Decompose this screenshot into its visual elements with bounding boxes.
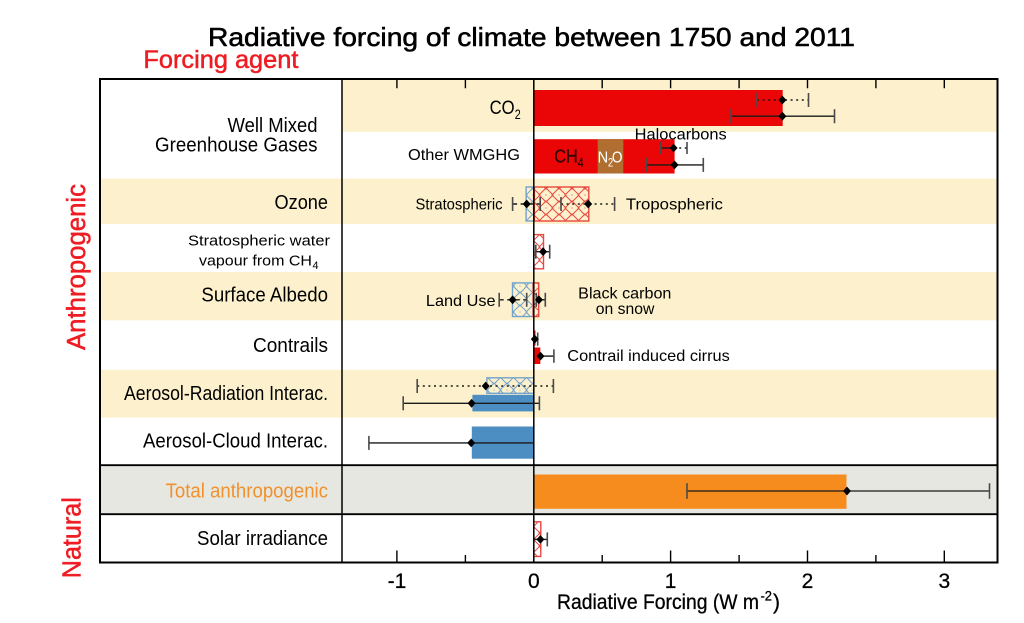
svg-text:Black carbon: Black carbon bbox=[578, 286, 671, 303]
svg-text:Stratospheric water: Stratospheric water bbox=[188, 232, 330, 249]
svg-text:CO: CO bbox=[490, 98, 515, 119]
svg-text:Forcing agent: Forcing agent bbox=[143, 46, 298, 74]
svg-text:Radiative Forcing (W m: Radiative Forcing (W m bbox=[557, 591, 759, 614]
svg-text:1: 1 bbox=[665, 570, 677, 593]
svg-text:N: N bbox=[598, 149, 609, 166]
svg-text:Halocarbons: Halocarbons bbox=[635, 127, 727, 144]
svg-text:0: 0 bbox=[528, 570, 540, 593]
svg-text:Stratospheric: Stratospheric bbox=[416, 197, 503, 214]
svg-text:4: 4 bbox=[313, 260, 319, 272]
svg-text:Aerosol-Radiation Interac.: Aerosol-Radiation Interac. bbox=[124, 383, 328, 405]
svg-text:Anthropogenic: Anthropogenic bbox=[63, 184, 91, 350]
svg-text:Solar irradiance: Solar irradiance bbox=[197, 528, 328, 550]
svg-text:Other WMGHG: Other WMGHG bbox=[408, 147, 520, 164]
svg-text:Contrail induced cirrus: Contrail induced cirrus bbox=[567, 348, 730, 365]
svg-text:vapour from CH: vapour from CH bbox=[199, 252, 312, 269]
svg-text:Greenhouse Gases: Greenhouse Gases bbox=[155, 135, 318, 157]
svg-text:2: 2 bbox=[515, 107, 521, 122]
svg-text:Aerosol-Cloud Interac.: Aerosol-Cloud Interac. bbox=[143, 431, 328, 453]
svg-text:Tropospheric: Tropospheric bbox=[626, 197, 723, 214]
svg-text:Surface Albedo: Surface Albedo bbox=[201, 285, 328, 307]
svg-text:Land Use: Land Use bbox=[426, 293, 496, 310]
svg-text:3: 3 bbox=[939, 570, 951, 593]
svg-text:-2: -2 bbox=[761, 589, 773, 604]
svg-text:on snow: on snow bbox=[596, 301, 655, 318]
svg-text:-1: -1 bbox=[388, 570, 407, 593]
svg-text:2: 2 bbox=[608, 157, 613, 169]
svg-text:Radiative forcing of climate b: Radiative forcing of climate between 175… bbox=[208, 22, 855, 52]
svg-text:Contrails: Contrails bbox=[253, 335, 328, 357]
svg-text:Well Mixed: Well Mixed bbox=[228, 115, 318, 137]
svg-text:Ozone: Ozone bbox=[275, 192, 329, 214]
svg-text:O: O bbox=[612, 149, 623, 166]
svg-text:4: 4 bbox=[578, 155, 584, 170]
svg-text:CH: CH bbox=[554, 145, 578, 166]
svg-text:Natural: Natural bbox=[59, 497, 87, 578]
svg-text:Total anthropogenic: Total anthropogenic bbox=[166, 481, 328, 503]
svg-text:2: 2 bbox=[802, 570, 814, 593]
svg-text:): ) bbox=[773, 591, 780, 614]
